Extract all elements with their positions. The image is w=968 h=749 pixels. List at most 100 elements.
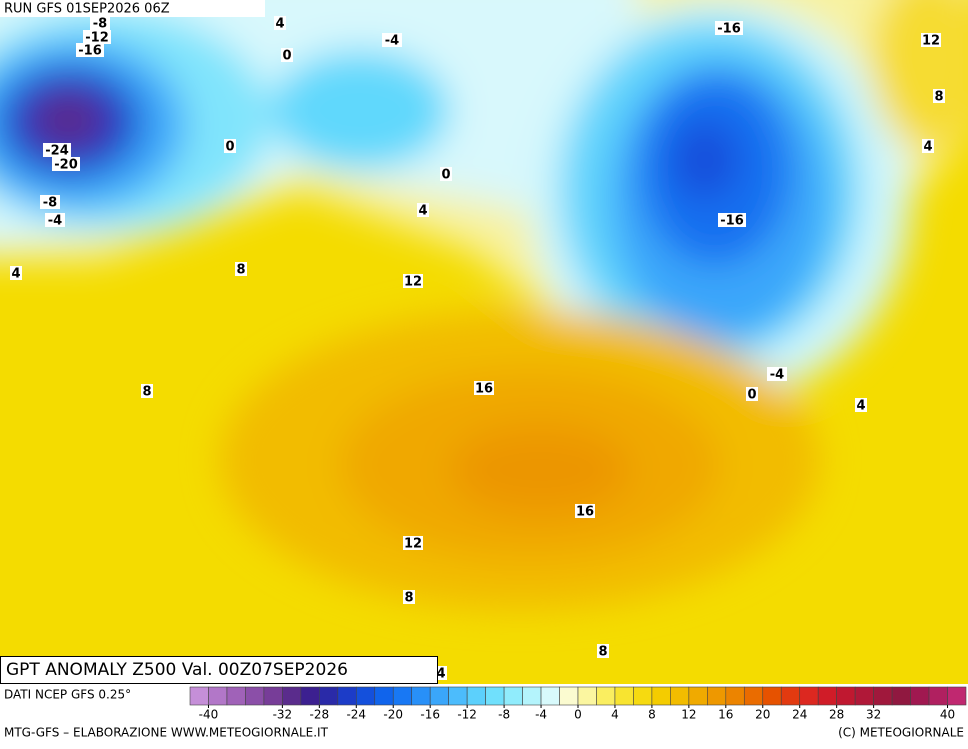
contour-label-bg bbox=[403, 274, 423, 288]
contour-label: -4 bbox=[770, 368, 784, 383]
colorbar-tick-label: 16 bbox=[718, 708, 733, 722]
contour-label-bg bbox=[235, 262, 247, 276]
contour-label-bg bbox=[83, 30, 111, 44]
colorbar-swatch bbox=[670, 686, 690, 706]
colorbar-swatch bbox=[633, 686, 653, 706]
contour-label-bg bbox=[141, 384, 153, 398]
colorbar-swatch bbox=[485, 686, 505, 706]
colorbar-swatch bbox=[688, 686, 708, 706]
contour-label-bg bbox=[474, 381, 494, 395]
colorbar-swatch bbox=[762, 686, 782, 706]
contour-label-bg bbox=[382, 33, 402, 47]
map-title: GPT ANOMALY Z500 Val. 00Z07SEP2026 bbox=[6, 660, 348, 680]
contour-label-bg bbox=[10, 266, 22, 280]
contour-label-bg bbox=[52, 157, 80, 171]
colorbar-tick-label: 24 bbox=[792, 708, 807, 722]
contour-label: -16 bbox=[717, 22, 741, 37]
colorbar-swatch bbox=[596, 686, 616, 706]
colorbar-tick-label: -40 bbox=[199, 708, 219, 722]
contour-label-bg bbox=[76, 43, 104, 57]
colorbar-swatch bbox=[854, 686, 874, 706]
contour-label: -16 bbox=[78, 44, 102, 59]
colorbar-swatch bbox=[392, 686, 413, 706]
colorbar-swatch bbox=[947, 686, 967, 706]
colorbar-swatch bbox=[559, 686, 579, 706]
contour-label: 12 bbox=[922, 34, 940, 49]
colorbar-swatch bbox=[319, 686, 339, 706]
colorbar-tick-label: -24 bbox=[346, 708, 366, 722]
contour-label: 0 bbox=[282, 49, 291, 64]
contour-label: 12 bbox=[404, 275, 422, 290]
contour-label-bg bbox=[403, 590, 415, 604]
colorbar-swatch bbox=[799, 686, 819, 706]
colorbar-swatch bbox=[411, 686, 431, 706]
contour-label: -4 bbox=[385, 34, 399, 49]
colorbar-swatch bbox=[780, 686, 801, 706]
colorbar-tick-label: 4 bbox=[611, 708, 619, 722]
colorbar-swatch bbox=[263, 686, 283, 706]
contour-label: 4 bbox=[11, 267, 20, 282]
contour-label: 0 bbox=[747, 388, 756, 403]
colorbar-swatch bbox=[651, 686, 671, 706]
colorbar-swatch bbox=[725, 686, 745, 706]
colorbar: -40 -32 -28 -24 -20 -16 -12 -8 -4 0 4 8 12 16 20 24 28 32… bbox=[189, 686, 967, 722]
contour-label-bg bbox=[767, 367, 787, 381]
colorbar-swatch bbox=[208, 686, 228, 706]
contour-label-bg bbox=[718, 213, 746, 227]
colorbar-swatch bbox=[540, 686, 560, 706]
contour-label-bg bbox=[224, 139, 236, 153]
contour-label: 4 bbox=[856, 399, 865, 414]
contour-label: 16 bbox=[576, 505, 594, 520]
contour-label-bg bbox=[921, 33, 941, 47]
contour-label-bg bbox=[855, 398, 867, 412]
contour-label: 8 bbox=[598, 645, 607, 660]
contour-label-bg bbox=[715, 21, 743, 35]
contour-label: 0 bbox=[441, 168, 450, 183]
colorbar-tick-label: 12 bbox=[681, 708, 696, 722]
colorbar-tick-label: 20 bbox=[755, 708, 770, 722]
colorbar-swatch bbox=[189, 686, 209, 706]
colorbar-tick-label: -20 bbox=[383, 708, 403, 722]
copyright-label: (C) METEOGIORNALE bbox=[838, 726, 964, 740]
contour-label: 8 bbox=[404, 591, 413, 606]
colorbar-swatch bbox=[355, 686, 376, 706]
colorbar-swatch bbox=[928, 686, 948, 706]
contour-label: 16 bbox=[475, 382, 493, 397]
colorbar-tick-label: 8 bbox=[648, 708, 656, 722]
colorbar-swatch bbox=[503, 686, 523, 706]
contour-label: 12 bbox=[404, 537, 422, 552]
contour-label: -24 bbox=[45, 144, 69, 159]
colorbar-tick-label: -8 bbox=[498, 708, 510, 722]
colorbar-tick-label: -12 bbox=[457, 708, 477, 722]
contour-label: -16 bbox=[720, 214, 744, 229]
colorbar-swatch bbox=[614, 686, 634, 706]
contour-label: 8 bbox=[142, 385, 151, 400]
title-box bbox=[0, 656, 438, 684]
header-box bbox=[0, 0, 265, 17]
contour-label-bg bbox=[43, 143, 71, 157]
colorbar-swatch bbox=[522, 686, 542, 706]
contour-label: 4 bbox=[418, 204, 427, 219]
colorbar-swatch bbox=[743, 686, 764, 706]
colorbar-tick-label: 32 bbox=[866, 708, 881, 722]
contour-label: -8 bbox=[43, 196, 57, 211]
colorbar-swatch bbox=[245, 686, 265, 706]
source-label: DATI NCEP GFS 0.25° bbox=[4, 688, 131, 702]
contour-label: -8 bbox=[93, 17, 107, 32]
colorbar-swatch bbox=[577, 686, 597, 706]
colorbar-tick-label: -32 bbox=[273, 708, 293, 722]
anomaly-field bbox=[0, 0, 968, 684]
colorbar-tick-label: 28 bbox=[829, 708, 844, 722]
contour-label-bg bbox=[440, 167, 452, 181]
colorbar-swatch bbox=[429, 686, 449, 706]
contour-label: 4 bbox=[275, 17, 284, 32]
contour-label: 8 bbox=[236, 263, 245, 278]
colorbar-swatch bbox=[466, 686, 486, 706]
contour-label-bg bbox=[274, 16, 286, 30]
contour-label: 4 bbox=[436, 667, 445, 682]
contour-label-bg bbox=[281, 48, 293, 62]
run-label: RUN GFS 01SEP2026 06Z bbox=[4, 2, 170, 17]
colorbar-swatch bbox=[337, 686, 357, 706]
